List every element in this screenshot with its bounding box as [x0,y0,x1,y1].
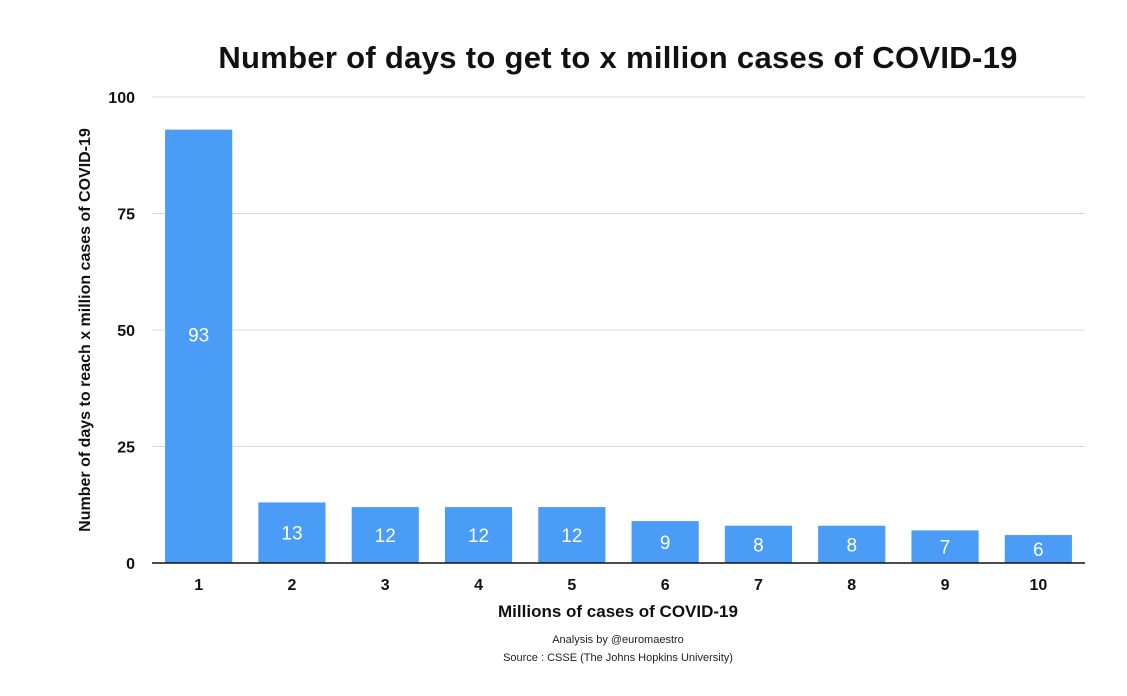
footnote-analysis: Analysis by @euromaestro [552,634,684,646]
data-label: 13 [281,524,302,545]
x-tick-label: 8 [847,577,856,594]
x-tick-label: 1 [194,577,203,594]
bar [911,530,979,563]
y-tick-label: 100 [108,90,135,107]
bars: 93 13 12 12 12 9 8 8 7 6 [165,129,1072,563]
data-label: 8 [753,535,764,556]
gridlines [152,96,1085,447]
bar [538,507,606,563]
x-tick-label: 2 [287,577,296,594]
bar [351,507,419,563]
x-tick-label: 10 [1029,577,1047,594]
y-tick-label: 25 [117,440,135,457]
y-tick-label: 0 [126,556,135,573]
x-axis-title: Millions of cases of COVID-19 [498,602,738,621]
bar [1004,535,1072,563]
data-label: 6 [1033,540,1044,561]
bar [631,521,699,563]
x-tick-label: 3 [381,577,390,594]
y-tick-label: 75 [117,207,135,224]
data-label: 7 [940,538,951,559]
y-axis-title: Number of days to reach x million cases … [77,128,94,532]
data-label: 8 [846,535,857,556]
x-tick-label: 9 [941,577,950,594]
footnote-source: Source : CSSE (The Johns Hopkins Univers… [503,652,733,664]
x-tick-label: 5 [567,577,576,594]
bar [724,525,793,563]
x-tick-label: 7 [754,577,763,594]
data-label: 12 [468,526,489,547]
bar [165,129,233,563]
data-label: 12 [561,526,582,547]
bar [258,502,326,563]
data-label: 12 [375,526,396,547]
bar [818,525,886,563]
x-tick-label: 6 [661,577,670,594]
x-tick-label: 4 [474,577,483,594]
data-label: 9 [660,533,671,554]
bar [444,507,513,563]
chart-title: Number of days to get to x million cases… [218,40,1018,75]
y-tick-label: 50 [117,323,135,340]
data-label: 93 [188,325,209,346]
